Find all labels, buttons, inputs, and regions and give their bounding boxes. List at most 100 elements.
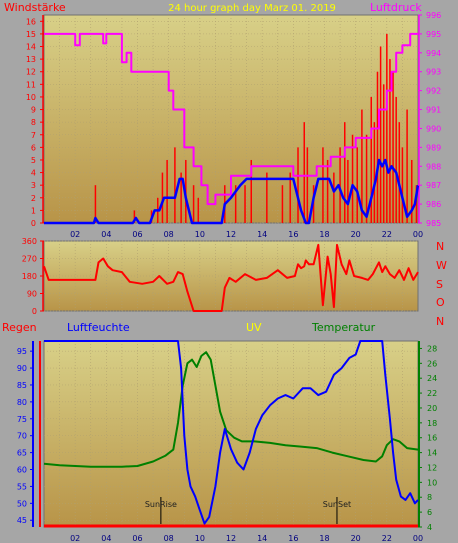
wind-tick-label-16: 16 (26, 17, 36, 26)
x-tick-label-3-16: 16 (288, 534, 298, 543)
x-tick-label-1-18: 18 (319, 230, 329, 239)
humidity-tick-label-80: 80 (17, 398, 27, 407)
dir-letter-s: S (436, 278, 443, 291)
x-tick-label-1-10: 10 (195, 230, 205, 239)
x-tick-label-3-08: 08 (164, 534, 174, 543)
dir-letter-n-bottom: N (436, 315, 444, 328)
wind-tick-label-9: 9 (31, 106, 36, 115)
wind-tick-label-0: 0 (31, 219, 36, 228)
pressure-tick-label-993: 993 (426, 68, 441, 77)
temp-tick-label-6: 6 (427, 508, 432, 517)
x-tick-label-3-00: 00 (413, 534, 423, 543)
pressure-tick-label-992: 992 (426, 87, 441, 96)
x-tick-label-3-10: 10 (195, 534, 205, 543)
x-tick-label-3-06: 06 (132, 534, 142, 543)
humidity-axis-title: Luftfeuchte (67, 321, 130, 334)
humidity-line (44, 340, 419, 525)
pressure-tick-label-994: 994 (426, 49, 441, 58)
wind-tick-label-2: 2 (31, 194, 36, 203)
wind-tick-label-11: 11 (26, 80, 36, 89)
wind-axis-title: Windstärke (4, 1, 66, 14)
x-tick-label-3-18: 18 (319, 534, 329, 543)
dir-tick-label-0: 0 (32, 307, 37, 316)
wind-tick-label-7: 7 (31, 131, 36, 140)
pressure-tick-label-995: 995 (426, 30, 441, 39)
temp-tick-label-12: 12 (427, 463, 437, 472)
pressure-tick-label-985: 985 (426, 219, 441, 228)
dir-tick-label-360: 360 (22, 237, 37, 246)
x-tick-label-3-22: 22 (382, 534, 392, 543)
humidity-tick-label-50: 50 (17, 499, 27, 508)
temp-tick-label-26: 26 (427, 359, 437, 368)
temp-tick-label-24: 24 (427, 374, 437, 383)
wind-tick-label-1: 1 (31, 206, 36, 215)
x-tick-label-3-14: 14 (257, 534, 267, 543)
wind-tick-label-14: 14 (26, 43, 36, 52)
temp-tick-label-14: 14 (427, 449, 437, 458)
wind-tick-label-12: 12 (26, 68, 36, 77)
rain-axis-title: Regen (2, 321, 37, 334)
humidity-tick-label-55: 55 (17, 482, 27, 491)
x-tick-label-1-04: 04 (101, 230, 111, 239)
graph-title: 24 hour graph day Marz 01. 2019 (168, 3, 336, 14)
pressure-tick-label-986: 986 (426, 200, 441, 209)
temp-tick-label-16: 16 (427, 434, 437, 443)
x-tick-label-3-04: 04 (101, 534, 111, 543)
wind-tick-label-8: 8 (31, 118, 36, 127)
humidity-tick-label-95: 95 (17, 347, 27, 356)
x-tick-label-1-02: 02 (70, 230, 80, 239)
x-tick-label-1-22: 22 (382, 230, 392, 239)
dir-tick-label-270: 270 (22, 255, 37, 264)
wind-tick-label-3: 3 (31, 181, 36, 190)
temperature-line (43, 351, 419, 468)
pressure-line (44, 32, 418, 206)
wind-tick-label-6: 6 (31, 143, 36, 152)
dir-letter-w: W (436, 259, 447, 272)
x-tick-label-3-12: 12 (226, 534, 236, 543)
wind-tick-label-15: 15 (26, 30, 36, 39)
x-tick-label-3-20: 20 (351, 534, 361, 543)
humidity-tick-label-60: 60 (17, 466, 27, 475)
temp-tick-label-18: 18 (427, 419, 437, 428)
x-tick-label-3-02: 02 (70, 534, 80, 543)
x-tick-label-1-12: 12 (226, 230, 236, 239)
x-tick-label-1-08: 08 (164, 230, 174, 239)
wind-tick-label-5: 5 (31, 156, 36, 165)
uv-axis-title: UV (246, 321, 262, 334)
sunset-label: SunSet (323, 500, 351, 509)
humidity-tick-label-45: 45 (17, 516, 27, 525)
wind-tick-label-4: 4 (31, 169, 36, 178)
x-tick-label-1-06: 06 (132, 230, 142, 239)
pressure-tick-label-989: 989 (426, 143, 441, 152)
temp-tick-label-4: 4 (427, 523, 432, 532)
dir-letter-n-top: N (436, 240, 444, 253)
x-tick-label-1-00: 00 (413, 230, 423, 239)
pressure-tick-label-991: 991 (426, 106, 441, 115)
pressure-axis-title: Luftdruck (370, 1, 422, 14)
dir-letter-o: O (436, 296, 445, 309)
sunrise-label: SunRise (145, 500, 177, 509)
pressure-tick-label-988: 988 (426, 162, 441, 171)
temp-tick-label-28: 28 (427, 344, 437, 353)
pressure-tick-label-996: 996 (426, 11, 441, 20)
wind-avg-line (44, 158, 420, 225)
x-tick-label-1-20: 20 (351, 230, 361, 239)
humidity-tick-label-90: 90 (17, 364, 27, 373)
temperature-axis-title: Temperatur (311, 321, 376, 334)
humidity-tick-label-70: 70 (17, 432, 27, 441)
dir-tick-label-180: 180 (22, 272, 37, 281)
dir-tick-label-90: 90 (27, 290, 37, 299)
pressure-tick-label-987: 987 (426, 181, 441, 190)
temp-tick-label-20: 20 (427, 404, 437, 413)
x-tick-label-1-16: 16 (288, 230, 298, 239)
temp-tick-label-22: 22 (427, 389, 437, 398)
humidity-tick-label-85: 85 (17, 381, 27, 390)
wind-tick-label-13: 13 (26, 55, 36, 64)
wind-tick-label-10: 10 (26, 93, 36, 102)
humidity-tick-label-65: 65 (17, 449, 27, 458)
x-tick-label-1-14: 14 (257, 230, 267, 239)
wind-direction-line (43, 243, 419, 312)
temp-tick-label-10: 10 (427, 478, 437, 487)
